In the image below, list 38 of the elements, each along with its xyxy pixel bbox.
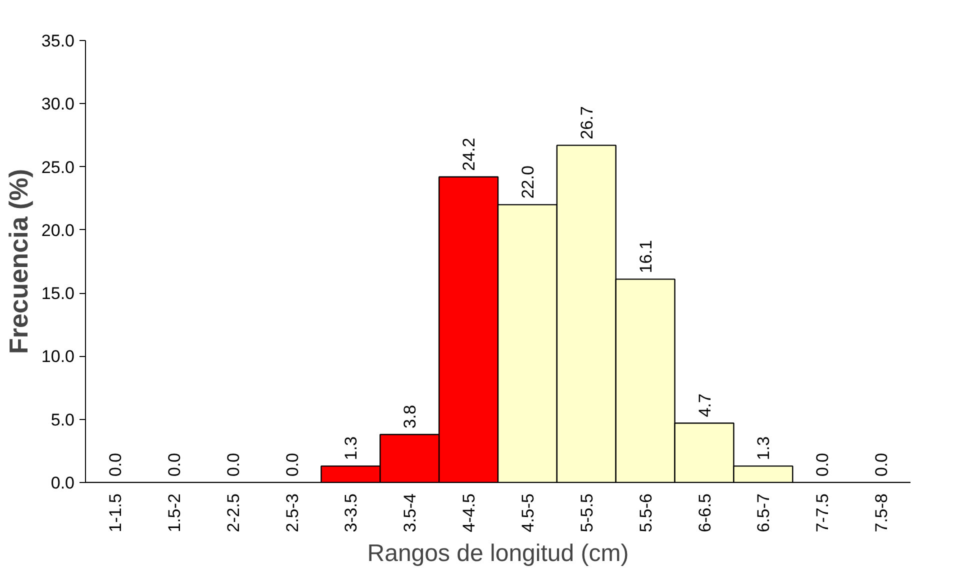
y-tick-label: 20.0 — [41, 220, 75, 240]
x-tick-label: 4.5-5 — [518, 494, 538, 532]
x-tick-label: 7-7.5 — [813, 494, 832, 532]
x-tick-label: 2-2.5 — [224, 494, 243, 532]
y-tick-label: 35.0 — [41, 32, 75, 50]
data-label: 1.3 — [342, 436, 361, 460]
y-axis-title: Frecuencia (%) — [3, 169, 34, 354]
data-label: 0.0 — [224, 452, 243, 476]
x-tick-label: 3-3.5 — [342, 494, 361, 532]
data-label: 3.8 — [400, 404, 420, 429]
data-label: 0.0 — [164, 452, 184, 476]
data-label: 0.0 — [872, 452, 892, 476]
x-tick-label: 1.5-2 — [164, 494, 184, 532]
x-tick-label: 4-4.5 — [460, 494, 479, 532]
x-tick-label: 1-1.5 — [106, 494, 125, 532]
x-tick-label: 5-5.5 — [577, 494, 596, 532]
data-label: 4.7 — [695, 394, 714, 418]
y-tick-label: 5.0 — [50, 410, 75, 430]
data-label: 16.1 — [636, 240, 656, 274]
data-label: 0.0 — [282, 452, 302, 476]
x-tick-label: 5.5-6 — [636, 494, 656, 532]
x-tick-label: 6.5-7 — [754, 494, 774, 532]
y-tick-label: 10.0 — [41, 347, 75, 366]
x-tick-label: 7.5-8 — [872, 494, 892, 532]
x-tick-label: 6-6.5 — [695, 494, 714, 532]
data-label: 0.0 — [106, 452, 125, 476]
data-label: 22.0 — [518, 166, 538, 199]
x-tick-label: 2.5-3 — [282, 494, 302, 532]
data-label: 26.7 — [577, 106, 596, 140]
x-axis-title: Rangos de longitud (cm) — [367, 540, 629, 568]
y-tick-label: 30.0 — [41, 94, 75, 114]
x-tick-label: 3.5-4 — [400, 494, 420, 532]
data-label: 0.0 — [813, 452, 832, 476]
data-label: 1.3 — [754, 436, 774, 460]
y-tick-label: 15.0 — [41, 284, 75, 304]
data-label: 24.2 — [460, 138, 479, 171]
y-tick-label: 0.0 — [50, 474, 75, 492]
y-tick-label: 25.0 — [41, 158, 75, 177]
